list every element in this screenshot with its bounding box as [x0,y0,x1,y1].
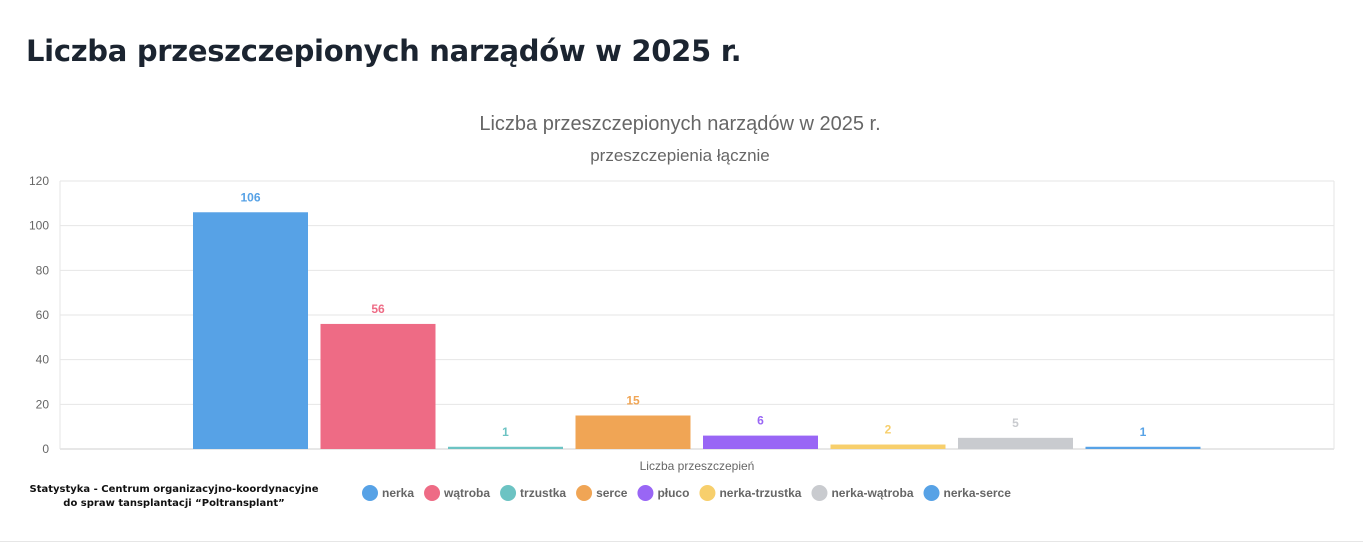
legend-swatch [699,485,716,501]
y-tick-label: 20 [36,397,50,411]
bar-4 [575,415,691,449]
data-label: 1 [1140,425,1147,439]
legend-label: trzustka [520,486,566,500]
data-label: 6 [757,414,764,428]
legend-swatch [500,485,517,501]
y-tick-label: 0 [42,442,49,456]
y-tick-label: 100 [29,219,49,233]
data-label: 15 [626,394,640,408]
legend-swatch [424,485,441,501]
bar-1 [193,212,308,449]
bar-5 [703,435,818,449]
chart-bars [193,212,1201,449]
data-label: 1 [502,425,509,439]
chart-title: Liczba przeszczepionych narządów w 2025 … [479,113,880,135]
data-label: 2 [885,423,892,437]
data-labels: 106 56 1 15 6 2 5 1 [240,190,1146,439]
y-tick-label: 80 [36,263,50,277]
legend-swatch [576,485,593,501]
bar-8 [1085,446,1201,449]
page-heading: Liczba przeszczepionych narządów w 2025 … [26,34,742,68]
y-tick-label: 40 [36,353,50,367]
legend-swatch [923,485,940,501]
chart-subtitle: przeszczepienia łącznie [590,146,770,165]
legend-label: nerka-trzustka [719,486,801,500]
x-axis-label: Liczba przeszczepień [640,459,755,473]
bar-7 [958,437,1073,449]
data-label: 106 [240,190,260,204]
legend-label: serce [596,486,628,500]
legend-swatch [637,485,654,501]
y-axis-ticks: 0 20 40 60 80 100 120 [29,174,49,456]
legend-label: nerka-serce [944,486,1012,500]
legend-label: płuco [657,486,689,500]
data-label: 56 [371,302,385,316]
bottom-divider [0,541,1363,542]
bar-3 [448,446,563,449]
legend-label: nerka [382,486,414,500]
y-tick-label: 60 [36,308,50,322]
legend-label: nerka-wątroba [831,486,913,500]
legend-swatch [362,485,378,501]
data-label: 5 [1012,416,1019,430]
legend-swatch [811,485,828,501]
footer-note: Statystyka - Centrum organizacyjno-koord… [29,484,319,509]
legend-label: wątroba [443,486,490,500]
chart-legend: nerka wątroba trzustka serce płuco nerka-trzu… [362,485,1011,501]
y-tick-label: 120 [29,174,49,188]
bar-6 [830,444,946,449]
bar-2 [320,323,436,449]
